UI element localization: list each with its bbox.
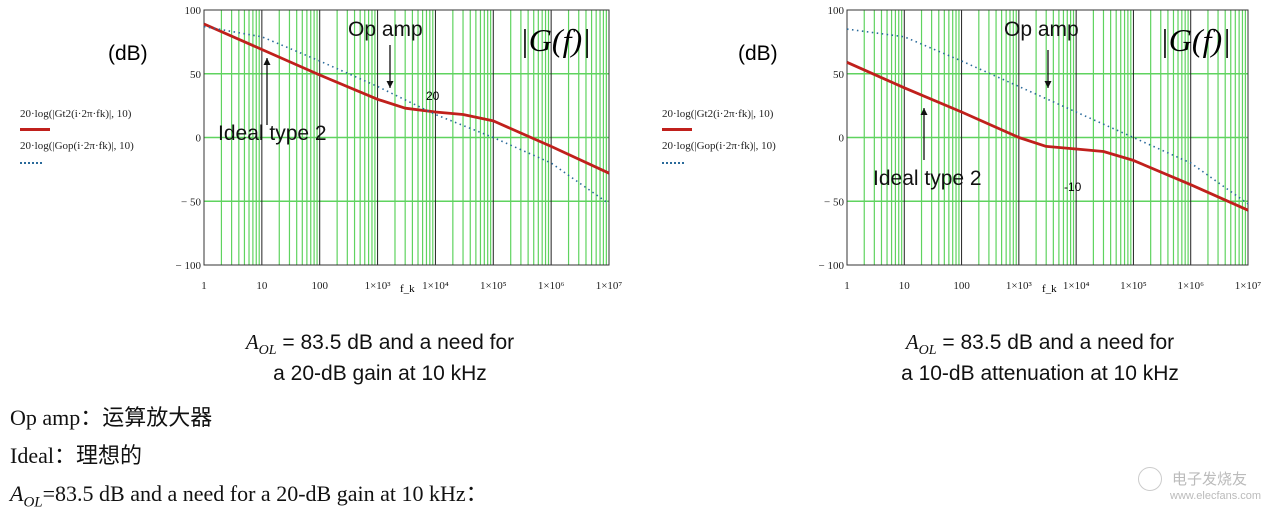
x-tick-label: 1×10⁶	[538, 280, 565, 292]
legend-swatch-ideal	[662, 128, 692, 131]
annotation-ideal: Ideal type 2	[873, 167, 982, 190]
arrowhead-icon	[386, 81, 394, 88]
legend-swatch-opamp	[662, 162, 684, 164]
x-tick-label: 100	[311, 280, 328, 292]
legend-entry-ideal: 20·log(|Gt2(i·2π·fk)|, 10)	[662, 108, 774, 120]
y-tick-label: 50	[190, 69, 202, 81]
caption-line1: AOL = 83.5 dB and a need for	[850, 330, 1230, 359]
x-tick-label: 10	[899, 280, 911, 292]
plot-frame	[846, 9, 1249, 266]
caption-text: = 83.5 dB and a need for	[276, 331, 515, 354]
y-tick-label: 0	[196, 133, 202, 145]
y-unit-label: (dB)	[108, 42, 148, 65]
aol-symbol: A	[245, 330, 259, 354]
watermark-url: www.elecfans.com	[1170, 490, 1262, 502]
y-tick-label: 100	[828, 5, 845, 17]
y-tick-label: − 100	[176, 260, 202, 272]
aol-symbol: A	[905, 330, 919, 354]
legend-entry-opamp: 20·log(|Gop(i·2π·fk)|, 10)	[20, 140, 134, 152]
y-tick-label: − 50	[181, 196, 201, 208]
caption-text: = 83.5 dB and a need for	[936, 331, 1175, 354]
watermark-logo-icon	[1138, 467, 1162, 491]
x-tick-label: 10	[256, 280, 268, 292]
legend-entry-ideal: 20·log(|Gt2(i·2π·fk)|, 10)	[20, 108, 132, 120]
note-ideal: Ideal：理想的	[10, 443, 142, 468]
x-tick-label: 1×10³	[1006, 280, 1033, 292]
y-unit-label: (dB)	[738, 42, 778, 65]
y-tick-label: − 50	[824, 196, 844, 208]
caption-line2: a 20-dB gain at 10 kHz	[273, 362, 487, 385]
point-label: 20	[426, 89, 440, 103]
y-tick-label: 100	[185, 5, 202, 17]
x-tick-label: 1×10⁴	[1063, 280, 1090, 292]
x-tick-label: 1×10⁵	[1120, 280, 1147, 292]
aol-subscript: OL	[918, 343, 937, 359]
series-line-ideal	[846, 61, 1249, 212]
aol-subscript: OL	[258, 343, 277, 359]
point-label: -10	[1064, 180, 1082, 194]
x-axis-label: f_k	[400, 283, 415, 295]
legend-swatch-ideal	[20, 128, 50, 131]
series-line-opamp	[846, 28, 1249, 205]
legend-entry-opamp: 20·log(|Gop(i·2π·fk)|, 10)	[662, 140, 776, 152]
y-tick-label: − 100	[819, 260, 845, 272]
x-tick-label: 1×10⁵	[480, 280, 507, 292]
plot-frame	[203, 9, 610, 266]
annotation-op-amp: Op amp	[1004, 18, 1079, 41]
note-aol-text: =83.5 dB and a need for a 20-dB gain at …	[42, 481, 488, 506]
y-tick-label: 0	[839, 133, 845, 145]
annotation-op-amp: Op amp	[348, 18, 423, 41]
chart-title: |G(f)|	[520, 22, 591, 58]
x-tick-label: 1×10⁷	[596, 280, 623, 292]
arrowhead-icon	[263, 58, 271, 65]
arrowhead-icon	[920, 108, 928, 115]
note-op-amp: Op amp：运算放大器	[10, 405, 213, 430]
arrowhead-icon	[1044, 81, 1052, 88]
legend-swatch-opamp	[20, 162, 42, 164]
aol-symbol: A	[10, 481, 24, 506]
aol-subscript: OL	[23, 494, 43, 511]
note-aol: AOL=83.5 dB and a need for a 20-dB gain …	[10, 476, 488, 511]
annotation-ideal: Ideal type 2	[218, 122, 327, 145]
x-tick-label: 1×10⁷	[1235, 280, 1262, 292]
watermark-name: 电子发烧友	[1172, 471, 1248, 488]
x-tick-label: 1×10³	[365, 280, 392, 292]
x-tick-label: 100	[953, 280, 970, 292]
x-tick-label: 1×10⁴	[422, 280, 449, 292]
x-tick-label: 1	[844, 280, 850, 292]
x-tick-label: 1×10⁶	[1177, 280, 1204, 292]
y-tick-label: 50	[833, 69, 845, 81]
chart-title: |G(f)|	[1160, 22, 1231, 58]
caption-line1: AOL = 83.5 dB and a need for	[200, 330, 560, 359]
x-axis-label: f_k	[1042, 283, 1057, 295]
caption-line2: a 10-dB attenuation at 10 kHz	[901, 362, 1179, 385]
x-tick-label: 1	[201, 280, 207, 292]
series-line-ideal	[203, 22, 610, 175]
